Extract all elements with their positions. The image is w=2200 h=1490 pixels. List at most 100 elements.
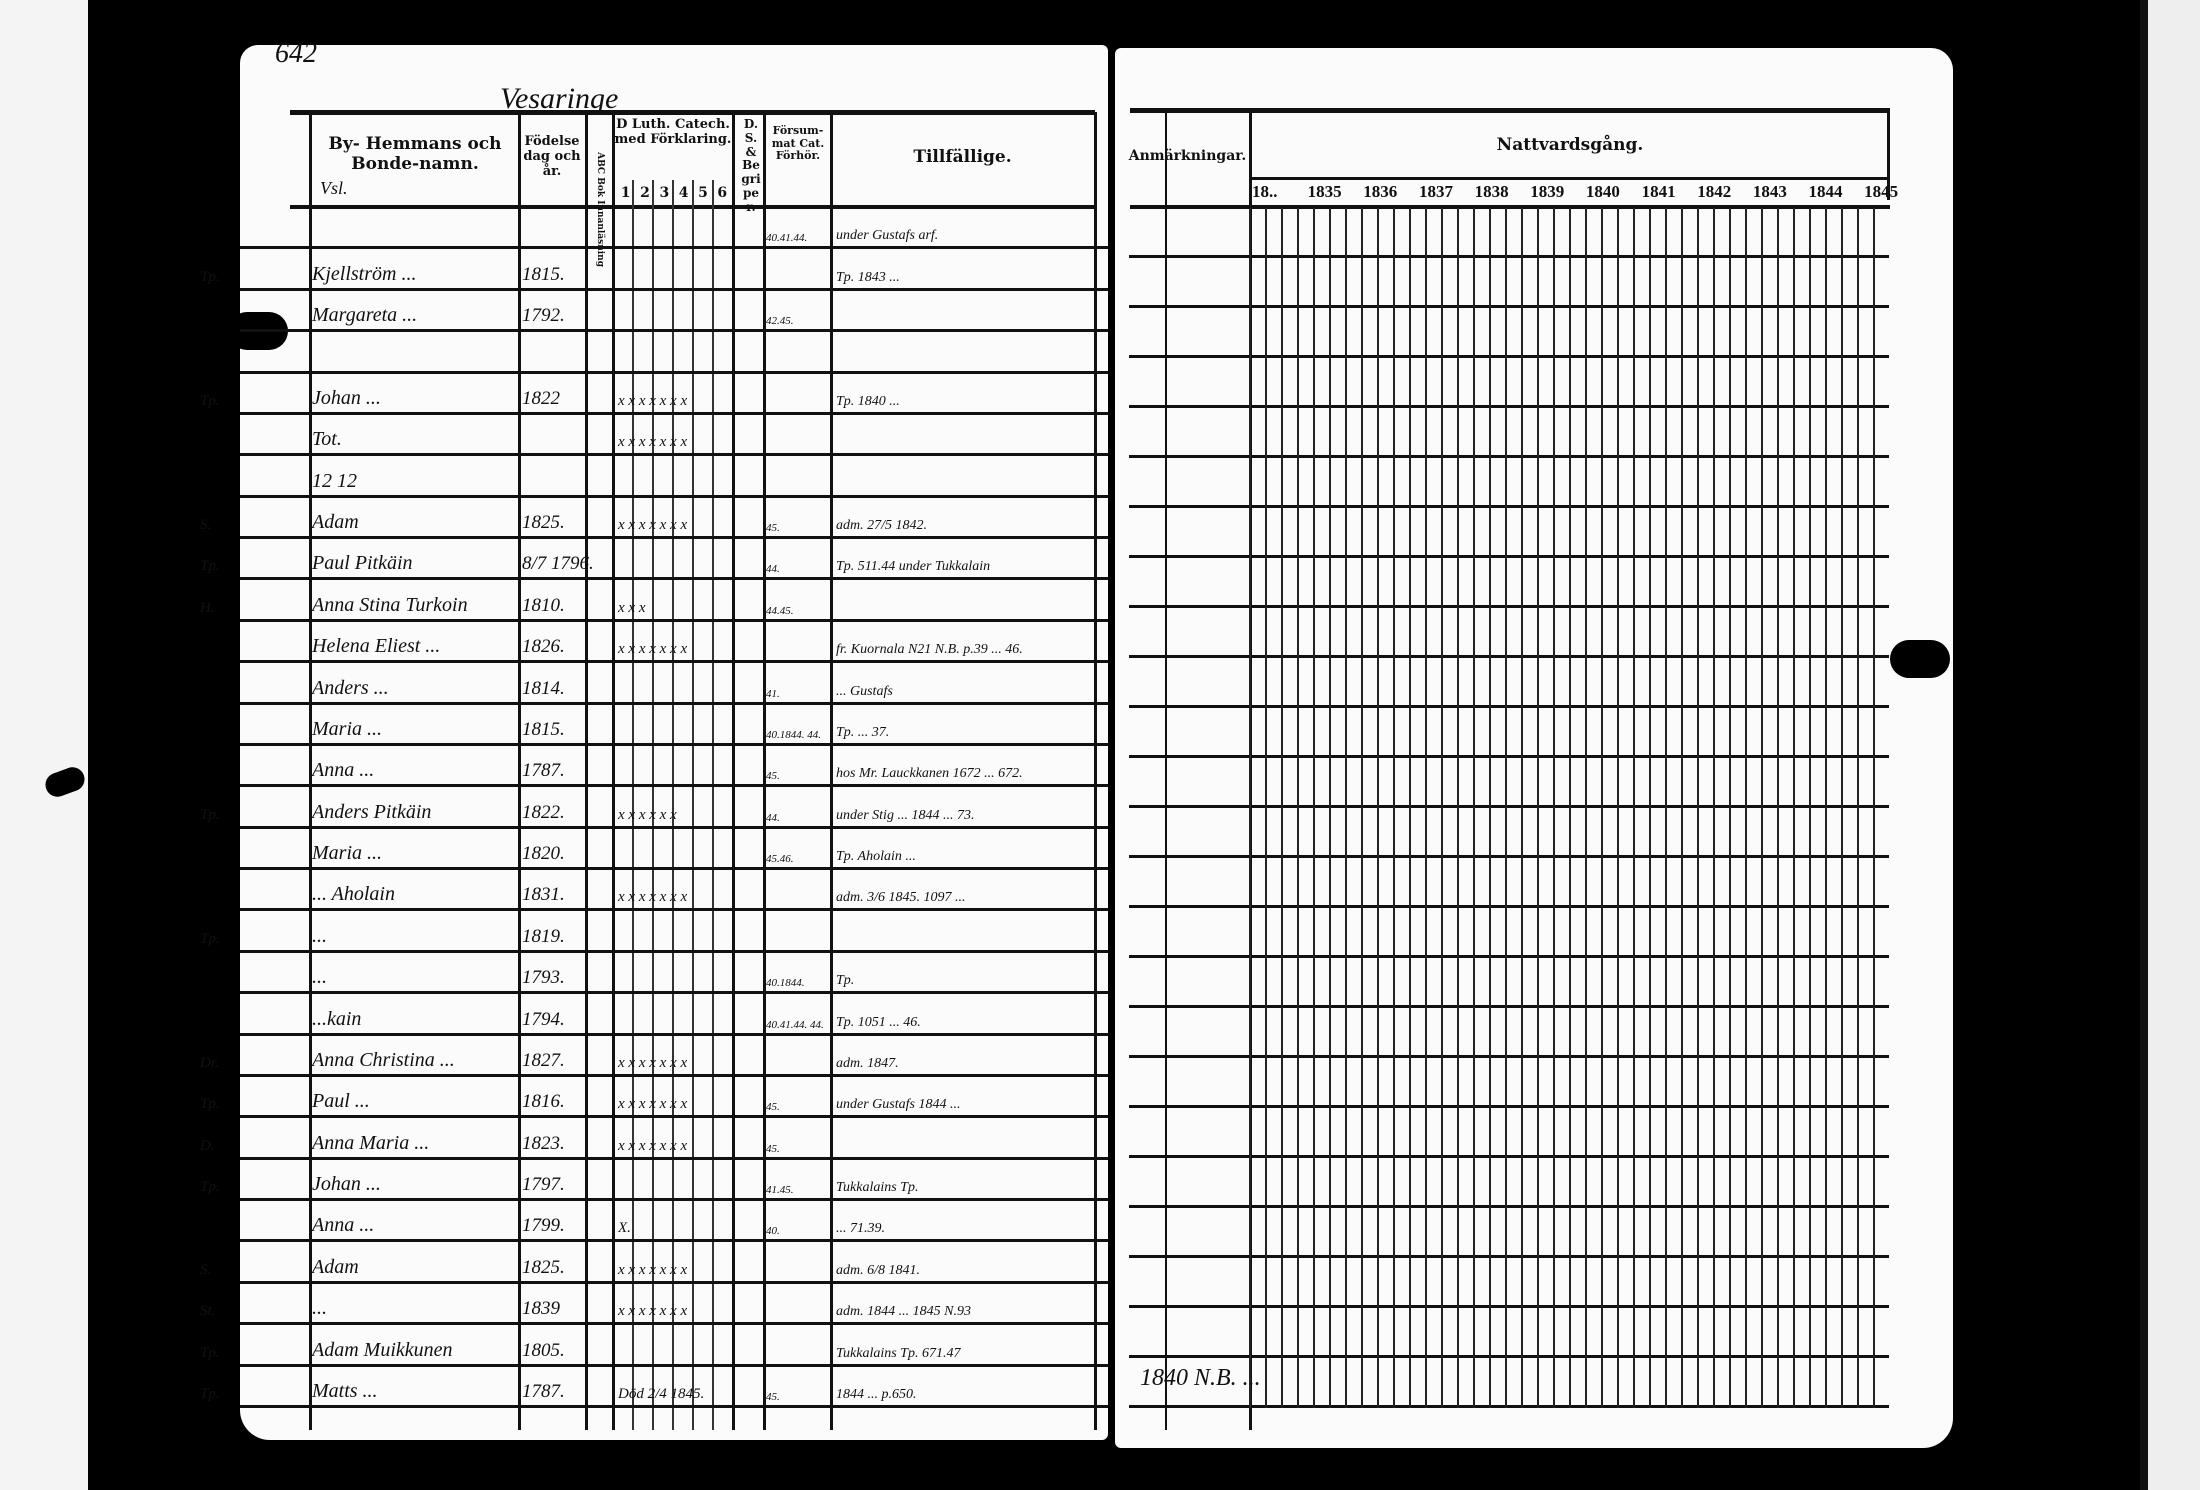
column-rule <box>712 180 714 1430</box>
row-name: Paul Pitkäin <box>312 552 413 575</box>
row-missed-examinations: 45. <box>766 1390 780 1403</box>
row-name: Paul ... <box>312 1090 370 1113</box>
row-missed-examinations: 45. <box>766 1101 780 1114</box>
row-birth: 1822 <box>522 387 560 409</box>
row-temporary-note: Tp. ... 37. <box>836 724 890 740</box>
row-name: Maria ... <box>312 717 382 740</box>
row-temporary-note: Tp. 511.44 under Tukkalain <box>836 559 991 575</box>
binding-hole <box>1890 640 1950 678</box>
row-prefix: Tp. <box>200 930 220 947</box>
catechism-part-label: 2 <box>640 185 650 201</box>
row-birth: 1797. <box>522 1174 565 1196</box>
catechism-part-label: 6 <box>717 185 728 201</box>
row-birth: 1787. <box>522 1380 565 1402</box>
row-name: Anna Stina Turkoin <box>312 593 468 616</box>
row-temporary-note: Tukkalains Tp. 671.47 <box>836 1345 961 1361</box>
row-temporary-note: under Stig ... 1844 ... 73. <box>836 807 975 823</box>
row-temporary-note: adm. 3/6 1845. 1097 ... <box>836 890 966 906</box>
register-row: Tp. Adam Muikkunen 1805. Tukkalains Tp. 671… <box>200 1325 1108 1367</box>
row-missed-examinations: 44. <box>766 563 780 576</box>
register-row: 40.41.44. under Gustafs arf. <box>240 208 1108 250</box>
row-name: Anna ... <box>312 1214 375 1237</box>
header-temporary: Tillfällige. <box>913 147 1012 167</box>
row-examination-marks: x x x x x x x <box>618 517 688 534</box>
row-name: ... <box>312 924 327 947</box>
row-name: Maria ... <box>312 842 382 865</box>
register-row: H. Anna Stina Turkoin 1810. x x x 44.45. <box>200 580 1108 622</box>
register-row: Tp.... 1819. <box>200 911 1108 953</box>
column-rule <box>763 112 766 1430</box>
row-name: Johan ... <box>312 1173 381 1196</box>
row-examination-marks: x x x x x x <box>618 806 677 823</box>
row-missed-examinations: 41.45. <box>766 1184 794 1197</box>
row-birth: 1793. <box>522 967 565 989</box>
row-birth: 1827. <box>522 1049 565 1071</box>
row-prefix: Tp. <box>200 558 220 575</box>
year-label: 1843 <box>1752 182 1787 201</box>
row-prefix: Dr. <box>200 1054 219 1071</box>
row-examination-marks: x x x x x x x <box>618 392 688 409</box>
row-examination-marks: x x x x x x x <box>618 1054 688 1071</box>
row-name: Johan ... <box>312 386 381 409</box>
column-rule <box>652 180 654 1430</box>
row-prefix: D. <box>200 1137 215 1154</box>
register-row: S. Adam 1825. x x x x x x x 45. adm. 27/5 184… <box>200 498 1108 540</box>
row-birth: 1805. <box>522 1339 565 1361</box>
row-name: Anna Maria ... <box>312 1131 430 1154</box>
row-birth: 1814. <box>522 677 565 699</box>
row-birth: 1820. <box>522 843 565 865</box>
row-name: Tot. <box>312 428 342 451</box>
header-name: By- Hemmans och Bonde-namn. <box>328 134 502 174</box>
row-missed-examinations: 40.1844. 44. <box>766 728 821 741</box>
row-name: Adam Muikkunen <box>312 1338 453 1361</box>
header-birth: Födelse dag och år. <box>523 134 581 179</box>
row-birth: 1825. <box>522 512 565 534</box>
row-name: Adam <box>312 1255 359 1278</box>
row-prefix: S. <box>200 1261 212 1278</box>
year-label: 1841 <box>1641 182 1676 201</box>
register-row: Anna ... 1787. 45. hos Mr. Lauckkanen 1672 … <box>240 746 1108 788</box>
row-name: Matts ... <box>312 1379 378 1402</box>
row-temporary-note: adm. 1847. <box>836 1055 899 1071</box>
row-temporary-note: Tp. 1051 ... 46. <box>836 1014 921 1030</box>
row-examination-marks: x x x x x x x <box>618 434 688 451</box>
row-temporary-note: under Gustafs 1844 ... <box>836 1097 961 1113</box>
scan-margin-right <box>2140 0 2200 1490</box>
register-row: Tp. Anders Pitkäin 1822. x x x x x x 44. unde… <box>200 787 1108 829</box>
row-prefix: Tp. <box>200 806 220 823</box>
column-rule <box>518 112 521 1430</box>
register-row: St.... 1839 x x x x x x x adm. 1844 ... 184… <box>200 1284 1108 1326</box>
row-examination-marks: x x x x x x x <box>618 1303 688 1320</box>
row-name: Anders Pitkäin <box>312 800 432 823</box>
row-temporary-note: Tp. 1840 ... <box>836 393 900 409</box>
year-label: 1844 <box>1808 182 1843 201</box>
year-label: 1842 <box>1697 182 1732 201</box>
column-rule <box>632 180 634 1430</box>
row-temporary-note: fr. Kuornala N21 N.B. p.39 ... 46. <box>836 642 1023 658</box>
row-temporary-note: 1844 ... p.650. <box>836 1386 917 1402</box>
row-name: ... Aholain <box>312 883 395 906</box>
row-temporary-note: hos Mr. Lauckkanen 1672 ... 672. <box>836 766 1023 782</box>
row-missed-examinations: 42.45. <box>766 315 794 328</box>
column-rule <box>612 112 615 1430</box>
row-birth: 1822. <box>522 801 565 823</box>
catechism-part-label: 3 <box>659 185 670 201</box>
header-top-rule <box>1130 108 1890 113</box>
row-missed-examinations: 45. <box>766 770 780 783</box>
header-catechism: D Luth. Catech. med Förklaring. <box>614 117 732 147</box>
catechism-part-label: 5 <box>698 185 708 201</box>
row-missed-examinations: 44.45. <box>766 604 794 617</box>
row-birth: 1815. <box>522 718 565 740</box>
row-temporary-note: Tukkalains Tp. <box>836 1180 919 1196</box>
row-birth: 1799. <box>522 1215 565 1237</box>
row-missed-examinations: 44. <box>766 811 780 824</box>
register-row: Maria ... 1820. 45.46. Tp. Aholain ... <box>240 829 1108 871</box>
row-birth: 1831. <box>522 884 565 906</box>
year-label: 1835 <box>1307 182 1342 201</box>
row-examination-marks: x x x x x x x <box>618 1261 688 1278</box>
header-remarks: Anmärkningar. <box>1128 148 1247 164</box>
year-label: 1840 <box>1585 182 1620 201</box>
column-rule <box>732 112 735 1430</box>
year-label: 1836 <box>1363 182 1398 201</box>
